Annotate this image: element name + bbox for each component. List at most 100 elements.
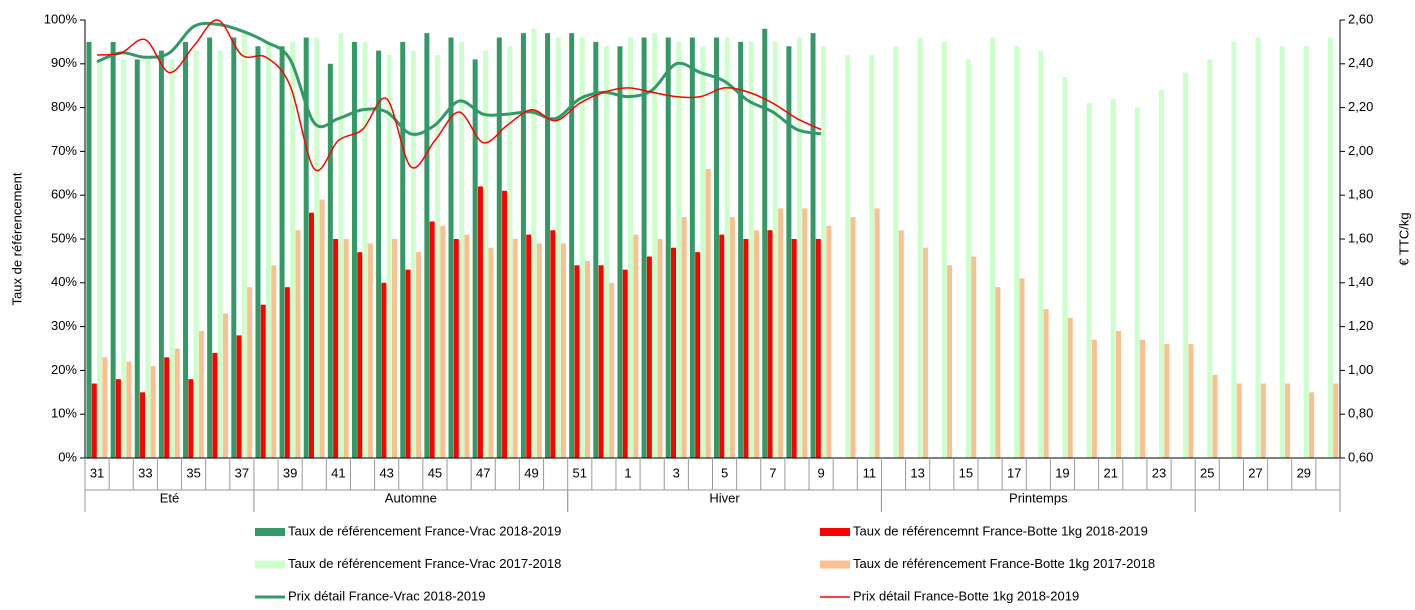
x-tick-label: 25 bbox=[1200, 465, 1214, 480]
y-tick-label: 60% bbox=[51, 187, 77, 202]
bar bbox=[367, 243, 373, 458]
bar bbox=[343, 239, 349, 458]
x-tick-label: 9 bbox=[817, 465, 824, 480]
bar bbox=[351, 41, 357, 459]
bar bbox=[917, 37, 923, 459]
line bbox=[96, 21, 822, 136]
bar bbox=[555, 37, 561, 459]
bar bbox=[1333, 383, 1339, 458]
bar bbox=[1309, 392, 1315, 458]
x-tick-label: 15 bbox=[959, 465, 973, 480]
legend-label: Taux de référencemnt France-Botte 1kg 20… bbox=[853, 523, 1148, 538]
x-tick-label: 45 bbox=[428, 465, 442, 480]
bar bbox=[284, 287, 290, 458]
bar bbox=[729, 217, 735, 458]
bar bbox=[603, 46, 609, 458]
bar bbox=[598, 265, 604, 458]
bar bbox=[1279, 46, 1285, 458]
bar bbox=[1236, 383, 1242, 458]
bar bbox=[303, 37, 309, 459]
x-tick-label: 27 bbox=[1248, 465, 1262, 480]
bar bbox=[1327, 37, 1333, 459]
y2-tick-label: 1,80 bbox=[1348, 187, 1373, 202]
bar bbox=[193, 50, 199, 458]
x-tick-label: 39 bbox=[283, 465, 297, 480]
bar bbox=[665, 37, 671, 459]
bar bbox=[333, 239, 339, 458]
group-label: Printemps bbox=[1009, 490, 1068, 505]
bar bbox=[1183, 72, 1189, 458]
bar bbox=[802, 208, 808, 458]
bar bbox=[97, 59, 103, 459]
bar bbox=[434, 55, 440, 458]
bar bbox=[290, 41, 296, 459]
bar bbox=[145, 59, 151, 459]
bar bbox=[641, 37, 647, 459]
x-tick-label: 47 bbox=[476, 465, 490, 480]
bar bbox=[778, 208, 784, 458]
bar bbox=[1086, 103, 1092, 458]
bar bbox=[121, 59, 127, 459]
bar bbox=[574, 265, 580, 458]
bar bbox=[585, 260, 591, 458]
x-tick-label: 49 bbox=[524, 465, 538, 480]
bar bbox=[212, 352, 218, 458]
legend-swatch bbox=[820, 528, 850, 536]
bar bbox=[965, 59, 971, 459]
y-tick-label: 80% bbox=[51, 99, 77, 114]
bar bbox=[1164, 344, 1170, 458]
x-tick-label: 7 bbox=[769, 465, 776, 480]
bar bbox=[767, 230, 773, 458]
bar bbox=[236, 335, 242, 458]
bar bbox=[560, 243, 566, 458]
bar bbox=[260, 304, 266, 458]
y-tick-label: 30% bbox=[51, 318, 77, 333]
bar bbox=[223, 313, 229, 458]
bar bbox=[507, 46, 513, 458]
bar bbox=[502, 190, 508, 458]
y2-tick-label: 2,60 bbox=[1348, 11, 1373, 26]
bar bbox=[617, 46, 623, 458]
legend-label: Prix détail France-Vrac 2018-2019 bbox=[288, 588, 486, 603]
bar bbox=[410, 50, 416, 458]
x-tick-label: 35 bbox=[186, 465, 200, 480]
bar bbox=[319, 199, 325, 458]
bar bbox=[386, 55, 392, 458]
legend-swatch bbox=[255, 560, 285, 569]
legend-label: Taux de référencement France-Botte 1kg 2… bbox=[853, 556, 1155, 571]
y-tick-label: 50% bbox=[51, 230, 77, 245]
bar bbox=[110, 41, 116, 459]
bar bbox=[1284, 383, 1290, 458]
bar bbox=[1207, 59, 1213, 459]
bar bbox=[646, 256, 652, 458]
y-tick-label: 100% bbox=[44, 11, 78, 26]
x-tick-label: 43 bbox=[379, 465, 393, 480]
bar bbox=[772, 41, 778, 459]
bar bbox=[719, 234, 725, 458]
y2-tick-label: 2,40 bbox=[1348, 55, 1373, 70]
bar bbox=[609, 282, 615, 458]
bar bbox=[362, 41, 368, 459]
legend-swatch bbox=[255, 528, 285, 536]
bar bbox=[376, 50, 382, 458]
bar bbox=[815, 239, 821, 458]
bar bbox=[657, 239, 663, 458]
bar bbox=[850, 217, 856, 458]
bar bbox=[1212, 374, 1218, 458]
bar bbox=[990, 37, 996, 459]
x-tick-label: 3 bbox=[673, 465, 680, 480]
bar bbox=[255, 46, 261, 458]
bar bbox=[1158, 90, 1164, 458]
line bbox=[96, 19, 822, 172]
bar bbox=[440, 225, 446, 458]
x-tick-label: 31 bbox=[90, 465, 104, 480]
bar bbox=[429, 221, 435, 458]
bar bbox=[1110, 98, 1116, 458]
bar bbox=[158, 50, 164, 458]
group-label: Hiver bbox=[709, 490, 740, 505]
bar bbox=[671, 247, 676, 458]
bar bbox=[1019, 278, 1025, 458]
bar bbox=[947, 265, 953, 458]
legend-swatch bbox=[820, 560, 850, 569]
bar bbox=[453, 239, 459, 458]
